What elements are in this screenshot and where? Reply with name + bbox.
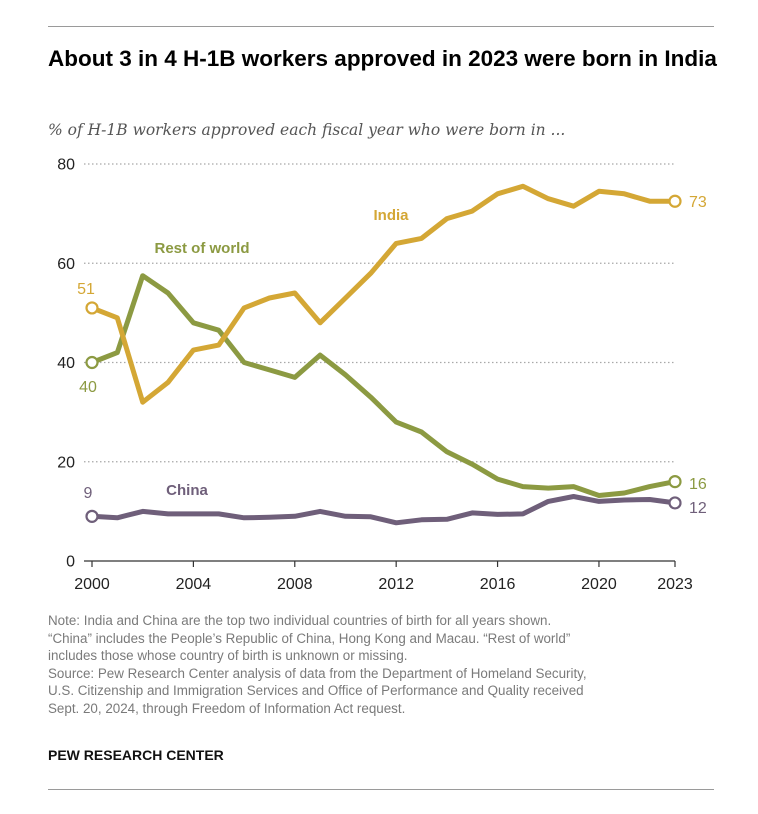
start-value-label-rest-of-world: 40 — [79, 379, 97, 396]
series-line-china — [89, 494, 678, 526]
series-labels: 51 73 India 40 16 Rest of world 9 12 China — [77, 194, 707, 517]
x-tick-label: 2012 — [378, 576, 414, 593]
end-marker-rest-of-world — [668, 475, 682, 489]
chart-subtitle: % of H-1B workers approved each fiscal y… — [48, 121, 566, 139]
x-tick-label: 2020 — [581, 576, 617, 593]
end-value-label-india: 73 — [689, 194, 707, 211]
series-lines — [85, 183, 682, 526]
source-line: Sept. 20, 2024, through Freedom of Infor… — [48, 700, 406, 716]
source-line: Source: Pew Research Center analysis of … — [48, 665, 587, 681]
y-tick-label: 0 — [66, 554, 75, 571]
x-tick-label: 2008 — [277, 576, 313, 593]
start-value-label-china: 9 — [84, 485, 93, 502]
start-marker-china — [85, 509, 99, 523]
footer-brand: PEW RESEARCH CENTER — [48, 747, 224, 763]
series-line-rest-of-world — [89, 273, 678, 498]
series-name-label-china: China — [166, 482, 208, 499]
bottom-rule — [48, 789, 714, 790]
end-value-label-rest-of-world: 16 — [689, 476, 707, 493]
start-marker-india — [85, 301, 99, 315]
y-tick-label: 40 — [57, 355, 75, 372]
note-line: Note: India and China are the top two in… — [48, 613, 552, 628]
note-line: “China” includes the People’s Republic o… — [48, 630, 571, 646]
y-tick-label: 80 — [57, 157, 75, 174]
series-name-label-rest-of-world: Rest of world — [154, 240, 249, 257]
notes-block: Note: India and China are the top two in… — [48, 612, 728, 718]
end-marker-india — [668, 194, 682, 208]
start-value-label-india: 51 — [77, 281, 95, 298]
note-line: includes those whose country of birth is… — [48, 648, 408, 664]
x-tick-label: 2000 — [74, 576, 110, 593]
source-line: U.S. Citizenship and Immigration Service… — [48, 683, 584, 699]
y-tick-label: 60 — [57, 256, 75, 273]
x-tick-label: 2004 — [176, 576, 212, 593]
x-tick-label: 2023 — [657, 576, 693, 593]
end-marker-china — [668, 496, 682, 510]
end-value-label-china: 12 — [689, 500, 707, 517]
series-line-india — [89, 183, 678, 405]
y-tick-label: 20 — [57, 454, 75, 471]
gridlines — [84, 163, 675, 562]
start-marker-rest-of-world — [85, 355, 99, 370]
axis-labels: 0 20 40 60 80 2000 2004 2008 2012 2016 2020 2023 — [57, 157, 693, 594]
chart-title: About 3 in 4 H-1B workers approved in 20… — [48, 46, 717, 71]
series-name-label-india: India — [373, 207, 409, 224]
x-tick-label: 2016 — [480, 576, 516, 593]
top-rule — [48, 26, 714, 27]
